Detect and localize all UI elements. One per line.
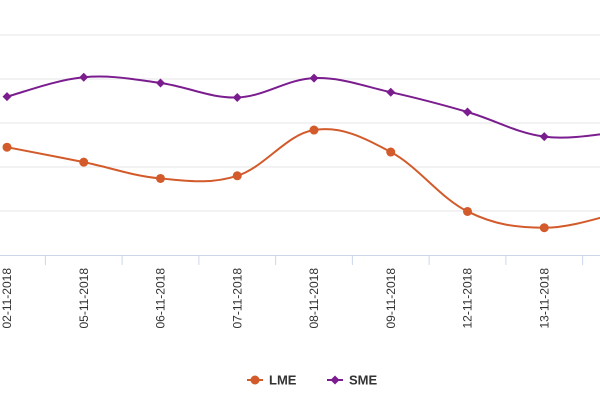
series-lme-line xyxy=(7,129,600,228)
series-lme-point[interactable] xyxy=(310,126,319,135)
series-lme-point[interactable] xyxy=(79,158,88,167)
series-sme-point[interactable] xyxy=(540,132,549,141)
series-lme-point[interactable] xyxy=(3,143,12,152)
series-lines xyxy=(3,73,600,232)
series-sme xyxy=(3,73,600,141)
x-tick-label: 12-11-2018 xyxy=(461,268,475,329)
legend-lme-marker-icon xyxy=(251,376,260,385)
legend-sme-marker-icon xyxy=(331,376,340,385)
series-lme-point[interactable] xyxy=(386,148,395,157)
series-sme-point[interactable] xyxy=(233,93,242,102)
legend-lme-label: LME xyxy=(269,373,297,388)
series-lme-point[interactable] xyxy=(540,223,549,232)
series-lme xyxy=(3,126,600,233)
legend-item-sme[interactable]: SME xyxy=(327,373,378,388)
x-axis xyxy=(0,255,600,265)
series-sme-point[interactable] xyxy=(156,78,165,87)
series-lme-point[interactable] xyxy=(233,171,242,180)
x-tick-label: 08-11-2018 xyxy=(307,268,321,329)
x-axis-tick-labels: 02-11-2018 05-11-2018 06-11-2018 07-11-2018… xyxy=(0,268,600,329)
series-sme-point[interactable] xyxy=(79,73,88,82)
series-sme-point[interactable] xyxy=(310,74,319,83)
legend[interactable]: LME SME xyxy=(247,373,378,388)
series-lme-point[interactable] xyxy=(156,174,165,183)
series-sme-line xyxy=(7,77,600,138)
x-tick-label: 02-11-2018 xyxy=(0,268,14,329)
series-sme-point[interactable] xyxy=(3,92,12,101)
x-tick-label: 06-11-2018 xyxy=(154,268,168,329)
x-tick-label: 07-11-2018 xyxy=(230,268,244,329)
grid-lines xyxy=(0,35,600,211)
series-sme-point[interactable] xyxy=(386,88,395,97)
series-lme-point[interactable] xyxy=(463,207,472,216)
x-tick-label: 13-11-2018 xyxy=(537,268,551,329)
x-tick-label: 05-11-2018 xyxy=(77,268,91,329)
legend-item-lme[interactable]: LME xyxy=(247,373,297,388)
x-tick-label: 09-11-2018 xyxy=(384,268,398,329)
series-sme-point[interactable] xyxy=(463,108,472,117)
legend-sme-label: SME xyxy=(349,373,378,388)
